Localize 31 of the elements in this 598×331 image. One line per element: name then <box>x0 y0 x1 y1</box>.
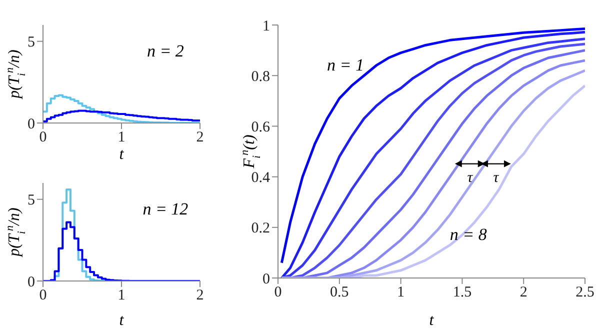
y-tick-label: 0.6 <box>251 120 270 136</box>
x-tick-label: 1 <box>118 130 126 146</box>
y-tick-label: 5 <box>28 34 35 51</box>
annotation: n = 1 <box>327 55 364 74</box>
x-tick-label: 0 <box>39 130 47 146</box>
annotation: τ <box>467 170 474 186</box>
y-tick-label: 0.2 <box>251 220 270 237</box>
annotation: n = 2 <box>146 41 184 60</box>
x-axis-title: t <box>119 146 124 163</box>
x-tick-label: 0 <box>274 284 282 301</box>
x-tick-label: 2.5 <box>576 284 594 301</box>
y-tick-label: 0 <box>262 271 270 288</box>
x-tick-label: 1 <box>118 288 126 304</box>
x-axis-title: t <box>429 312 434 329</box>
y-tick-label: 1 <box>262 18 270 34</box>
x-tick-label: 1 <box>397 284 405 301</box>
x-tick-label: 0.5 <box>330 284 349 301</box>
annotation: n = 8 <box>450 224 488 244</box>
annotation: n = 12 <box>142 199 189 218</box>
x-tick-label: 2 <box>520 284 528 301</box>
x-tick-label: 2 <box>196 288 204 304</box>
x-axis-title: t <box>119 312 124 329</box>
y-tick-label: 0.8 <box>251 68 270 85</box>
x-tick-label: 2 <box>196 130 204 146</box>
annotation: τ <box>493 170 500 186</box>
y-tick-label: 0.4 <box>251 170 270 186</box>
x-tick-label: 0 <box>39 288 47 304</box>
y-tick-label: 5 <box>28 192 35 209</box>
y-tick-label: 0 <box>28 274 35 290</box>
x-tick-label: 1.5 <box>452 284 472 301</box>
y-tick-label: 0 <box>28 116 35 132</box>
